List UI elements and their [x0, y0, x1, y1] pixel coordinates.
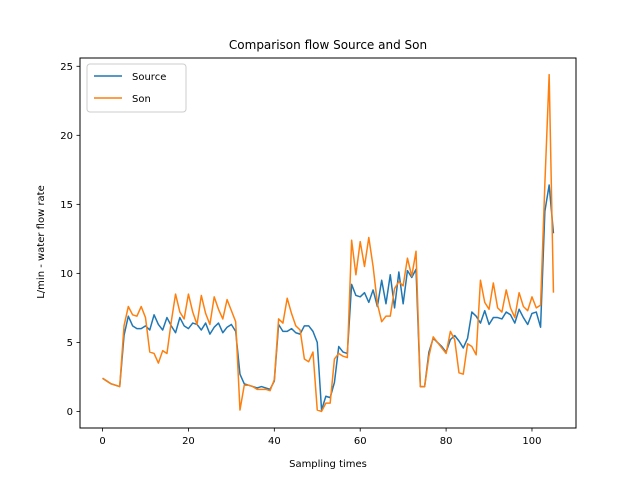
x-tick-label: 20	[182, 436, 195, 447]
chart-title: Comparison flow Source and Son	[229, 38, 427, 52]
x-axis-label: Sampling times	[289, 459, 367, 470]
y-axis-label: L/min - water flow rate	[36, 185, 47, 299]
legend-label-son: Son	[132, 94, 151, 105]
x-tick-label: 80	[440, 436, 453, 447]
x-tick-label: 0	[99, 436, 105, 447]
y-tick-label: 5	[67, 338, 73, 349]
y-tick-label: 15	[60, 200, 73, 211]
x-tick-label: 100	[522, 436, 541, 447]
x-axis-ticks: 0 20 40 60 80 100	[99, 428, 542, 447]
series-line-son	[102, 73, 555, 413]
x-tick-label: 40	[268, 436, 281, 447]
series-layer	[102, 73, 555, 413]
y-tick-label: 10	[60, 269, 73, 280]
y-tick-label: 0	[67, 407, 73, 418]
legend: Source Son	[86, 63, 187, 113]
y-axis-ticks: 0 5 10 15 20 25	[60, 62, 80, 418]
plot-frame	[79, 57, 577, 429]
legend-label-source: Source	[132, 72, 166, 83]
x-tick-label: 60	[354, 436, 367, 447]
y-tick-label: 25	[60, 62, 73, 73]
y-tick-label: 20	[60, 131, 73, 142]
